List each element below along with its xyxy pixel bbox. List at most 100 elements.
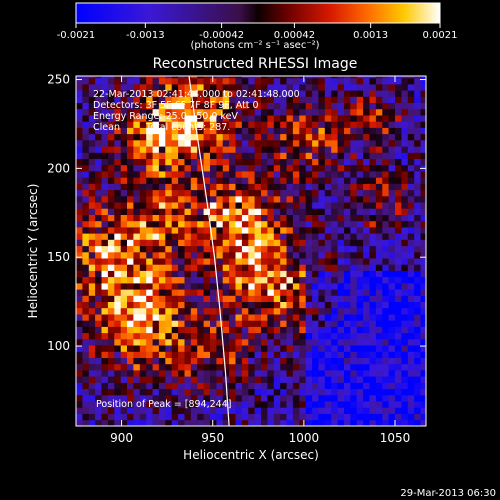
- heatmap-cell: [101, 376, 109, 383]
- heatmap-cell: [280, 127, 287, 135]
- heatmap-cell: [388, 251, 396, 259]
- heatmap-cell: [184, 307, 192, 315]
- heatmap-cell: [350, 270, 358, 278]
- heatmap-cell: [95, 195, 102, 203]
- heatmap-cell: [82, 115, 90, 122]
- heatmap-cell: [146, 214, 153, 222]
- heatmap-cell: [76, 227, 83, 234]
- heatmap-cell: [158, 189, 166, 197]
- heatmap-cell: [241, 270, 249, 278]
- heatmap-cell: [337, 233, 345, 240]
- heatmap-cell: [375, 376, 383, 383]
- heatmap-cell: [241, 245, 249, 253]
- heatmap-cell: [248, 77, 256, 85]
- heatmap-cell: [356, 270, 364, 278]
- heatmap-cell: [203, 146, 211, 153]
- heatmap-cell: [241, 338, 249, 346]
- heatmap-cell: [229, 152, 236, 159]
- heatmap-cell: [158, 276, 166, 284]
- heatmap-cell: [401, 146, 409, 153]
- heatmap-cell: [420, 295, 426, 302]
- heatmap-cell: [229, 102, 236, 110]
- heatmap-cell: [407, 77, 415, 85]
- heatmap-cell: [324, 289, 332, 296]
- heatmap-cell: [229, 115, 236, 122]
- heatmap-cell: [107, 301, 115, 309]
- heatmap-cell: [241, 115, 249, 122]
- heatmap-cell: [273, 376, 281, 383]
- heatmap-cell: [350, 77, 358, 85]
- heatmap-cell: [292, 115, 300, 122]
- heatmap-cell: [127, 208, 134, 215]
- heatmap-cell: [286, 413, 294, 421]
- heatmap-cell: [388, 171, 396, 178]
- heatmap-cell: [337, 239, 345, 247]
- footer-date: 29-Mar-2013 06:30: [400, 488, 496, 499]
- heatmap-cell: [210, 264, 217, 271]
- heatmap-cell: [305, 146, 313, 153]
- heatmap-cell: [369, 164, 377, 172]
- heatmap-cell: [420, 251, 426, 259]
- heatmap-cell: [312, 208, 319, 215]
- heatmap-cell: [152, 307, 160, 315]
- heatmap-cell: [158, 195, 166, 203]
- heatmap-cell: [337, 351, 345, 358]
- heatmap-cell: [95, 202, 102, 209]
- heatmap-cell: [107, 251, 115, 259]
- heatmap-cell: [88, 401, 96, 408]
- heatmap-cell: [203, 177, 211, 184]
- heatmap-cell: [280, 227, 287, 234]
- heatmap-cell: [407, 233, 415, 240]
- heatmap-cell: [127, 96, 134, 103]
- heatmap-cell: [82, 363, 90, 371]
- heatmap-cell: [82, 227, 90, 234]
- heatmap-cell: [280, 363, 287, 371]
- heatmap-cell: [324, 370, 332, 377]
- heatmap-cell: [165, 195, 173, 203]
- heatmap-cell: [369, 158, 377, 166]
- heatmap-cell: [222, 407, 230, 414]
- heatmap-cell: [158, 264, 166, 271]
- heatmap-cell: [350, 127, 358, 135]
- heatmap-cell: [216, 76, 224, 79]
- heatmap-cell: [356, 251, 364, 259]
- heatmap-cell: [76, 270, 83, 278]
- heatmap-cell: [292, 419, 300, 426]
- heatmap-cell: [171, 332, 179, 340]
- heatmap-cell: [229, 301, 236, 309]
- heatmap-cell: [414, 258, 421, 265]
- heatmap-cell: [261, 363, 268, 371]
- heatmap-cell: [241, 370, 249, 377]
- heatmap-cell: [114, 370, 122, 377]
- heatmap-cell: [120, 345, 128, 352]
- heatmap-cell: [178, 301, 185, 309]
- heatmap-cell: [197, 419, 204, 426]
- heatmap-cell: [318, 146, 326, 153]
- heatmap-cell: [222, 102, 230, 110]
- heatmap-cell: [369, 351, 377, 358]
- heatmap-cell: [344, 376, 351, 383]
- heatmap-cell: [76, 407, 83, 414]
- heatmap-cell: [356, 227, 364, 234]
- heatmap-cell: [171, 84, 179, 91]
- heatmap-cell: [395, 251, 402, 259]
- heatmap-cell: [101, 338, 109, 346]
- heatmap-cell: [388, 419, 396, 426]
- heatmap-cell: [158, 76, 166, 79]
- heatmap-cell: [171, 245, 179, 253]
- heatmap-cell: [101, 258, 109, 265]
- heatmap-cell: [76, 121, 83, 128]
- heatmap-cell: [337, 127, 345, 135]
- heatmap-cell: [273, 220, 281, 228]
- heatmap-cell: [286, 332, 294, 340]
- heatmap-cell: [350, 90, 358, 97]
- heatmap-cell: [88, 245, 96, 253]
- heatmap-cell: [388, 90, 396, 97]
- heatmap-cell: [299, 140, 307, 147]
- heatmap-cell: [382, 270, 390, 278]
- heatmap-cell: [420, 233, 426, 240]
- heatmap-cell: [127, 158, 134, 166]
- heatmap-cell: [114, 108, 122, 116]
- heatmap-cell: [299, 208, 307, 215]
- heatmap-cell: [337, 121, 345, 128]
